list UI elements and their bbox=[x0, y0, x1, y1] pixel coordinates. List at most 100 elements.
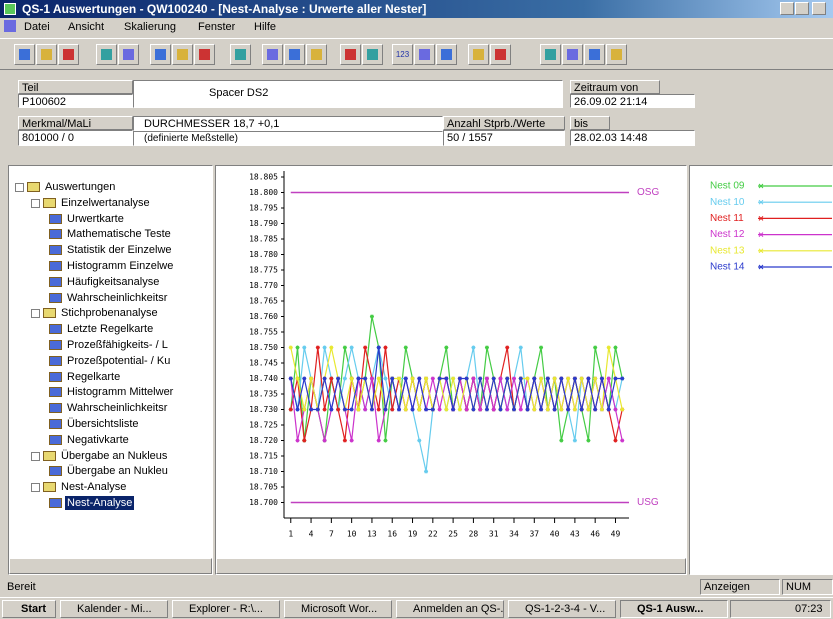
menu-bar: Datei Ansicht Skalierung Fenster Hilfe bbox=[0, 18, 833, 36]
series-marker bbox=[478, 408, 482, 412]
series-marker bbox=[613, 377, 617, 381]
tree-item[interactable]: Häufigkeitsanalyse bbox=[65, 275, 161, 289]
expand-box[interactable] bbox=[31, 452, 40, 461]
series-marker bbox=[586, 439, 590, 443]
menu-item[interactable]: Skalierung bbox=[124, 21, 176, 33]
task-button[interactable]: Kalender - Mi... bbox=[60, 600, 168, 618]
tree-item[interactable]: Auswertungen bbox=[43, 180, 117, 194]
toolbar-button[interactable] bbox=[172, 44, 193, 65]
tree-item[interactable]: Histogramm Einzelwe bbox=[65, 259, 175, 273]
series-marker bbox=[505, 408, 509, 412]
series-marker bbox=[417, 377, 421, 381]
toolbar-button[interactable] bbox=[96, 44, 117, 65]
series-marker bbox=[600, 377, 604, 381]
task-button[interactable]: QS-1-2-3-4 - V... bbox=[508, 600, 616, 618]
toolbar-button[interactable] bbox=[150, 44, 171, 65]
toolbar-button[interactable] bbox=[58, 44, 79, 65]
status-panel: NUM bbox=[782, 579, 833, 595]
expand-box[interactable] bbox=[15, 183, 24, 192]
expand-box[interactable] bbox=[31, 199, 40, 208]
tree-item[interactable]: Regelkarte bbox=[65, 370, 122, 384]
toolbar-button[interactable] bbox=[306, 44, 327, 65]
h-scrollbar[interactable] bbox=[9, 558, 212, 574]
toolbar-button[interactable] bbox=[436, 44, 457, 65]
series-marker bbox=[329, 408, 333, 412]
series-marker bbox=[316, 408, 320, 412]
toolbar-button[interactable] bbox=[490, 44, 511, 65]
toolbar-button[interactable] bbox=[584, 44, 605, 65]
series-marker bbox=[607, 346, 611, 350]
tree-item[interactable]: Übersichtsliste bbox=[65, 417, 141, 431]
tree-item[interactable]: Wahrscheinlichkeitsr bbox=[65, 401, 169, 415]
expand-box[interactable] bbox=[31, 483, 40, 492]
tree-item[interactable]: Übergabe an Nukleu bbox=[65, 464, 170, 478]
series-marker bbox=[526, 408, 530, 412]
x-tick-label: 22 bbox=[428, 530, 438, 539]
series-marker bbox=[438, 377, 442, 381]
tree-item[interactable]: Übergabe an Nukleus bbox=[59, 449, 169, 463]
task-button[interactable]: Anmelden an QS-... bbox=[396, 600, 504, 618]
y-tick-label: 18.715 bbox=[249, 452, 278, 461]
tree-item[interactable]: Mathematische Teste bbox=[65, 227, 173, 241]
tree-item[interactable]: Prozeßpotential- / Ku bbox=[65, 354, 172, 368]
legend-label: Nest 12 bbox=[710, 229, 745, 240]
task-button[interactable]: Microsoft Wor... bbox=[284, 600, 392, 618]
tree-item[interactable]: Urwertkarte bbox=[65, 212, 126, 226]
series-marker bbox=[539, 408, 543, 412]
series-marker bbox=[363, 346, 367, 350]
legend-label: Nest 13 bbox=[710, 245, 745, 256]
series-marker bbox=[336, 408, 340, 412]
tree-item[interactable]: Einzelwertanalyse bbox=[59, 196, 152, 210]
field-value: 26.09.02 21:14 bbox=[570, 94, 695, 108]
tree-item[interactable]: Nest-Analyse bbox=[65, 496, 134, 510]
menu-item[interactable]: Hilfe bbox=[254, 21, 276, 33]
field-label: Anzahl Stprb./Werte bbox=[443, 116, 565, 130]
expand-box[interactable] bbox=[31, 309, 40, 318]
info-panel: Teil P100602 Spacer DS2 Zeitraum von 26.… bbox=[18, 78, 698, 150]
toolbar-button[interactable] bbox=[562, 44, 583, 65]
toolbar-button[interactable] bbox=[540, 44, 561, 65]
task-button[interactable]: Explorer - R:\... bbox=[172, 600, 280, 618]
toolbar-button[interactable] bbox=[262, 44, 283, 65]
tree-item[interactable]: Stichprobenanalyse bbox=[59, 306, 160, 320]
toolbar-button[interactable] bbox=[468, 44, 489, 65]
menu-item[interactable]: Fenster bbox=[198, 21, 235, 33]
toolbar-button[interactable] bbox=[284, 44, 305, 65]
minimize-button[interactable] bbox=[780, 2, 794, 15]
x-tick-label: 37 bbox=[529, 530, 539, 539]
toolbar-button[interactable] bbox=[362, 44, 383, 65]
series-marker bbox=[600, 408, 604, 412]
tree-item[interactable]: Letzte Regelkarte bbox=[65, 322, 155, 336]
toolbar-button[interactable] bbox=[414, 44, 435, 65]
y-tick-label: 18.720 bbox=[249, 436, 278, 445]
h-scrollbar[interactable] bbox=[216, 558, 686, 574]
series-marker bbox=[296, 439, 300, 443]
series-marker bbox=[485, 377, 489, 381]
tree-item[interactable]: Histogramm Mittelwer bbox=[65, 385, 175, 399]
toolbar-button[interactable] bbox=[340, 44, 361, 65]
tree-item[interactable]: Statistik der Einzelwe bbox=[65, 243, 174, 257]
toolbar-button[interactable] bbox=[118, 44, 139, 65]
close-button[interactable] bbox=[812, 2, 826, 15]
item-icon bbox=[49, 498, 62, 508]
toolbar-button[interactable] bbox=[606, 44, 627, 65]
tree-item[interactable]: Nest-Analyse bbox=[59, 480, 128, 494]
toolbar-button[interactable] bbox=[230, 44, 251, 65]
series-marker bbox=[519, 377, 523, 381]
toolbar-button[interactable] bbox=[14, 44, 35, 65]
menu-item[interactable]: Datei bbox=[24, 21, 50, 33]
toolbar-button[interactable] bbox=[36, 44, 57, 65]
tree-item[interactable]: Negativkarte bbox=[65, 433, 131, 447]
toolbar-button[interactable]: 123 bbox=[392, 44, 413, 65]
series-marker bbox=[383, 346, 387, 350]
series-marker bbox=[424, 377, 428, 381]
toolbar-button[interactable] bbox=[194, 44, 215, 65]
maximize-button[interactable] bbox=[795, 2, 809, 15]
tree-item[interactable]: Wahrscheinlichkeitsr bbox=[65, 291, 169, 305]
menu-item[interactable]: Ansicht bbox=[68, 21, 104, 33]
task-button[interactable]: QS-1 Ausw... bbox=[620, 600, 728, 618]
tree-item[interactable]: Prozeßfähigkeits- / L bbox=[65, 338, 170, 352]
toolbar-icon bbox=[267, 49, 278, 60]
start-button[interactable]: Start bbox=[2, 600, 56, 618]
toolbar-icon bbox=[63, 49, 74, 60]
